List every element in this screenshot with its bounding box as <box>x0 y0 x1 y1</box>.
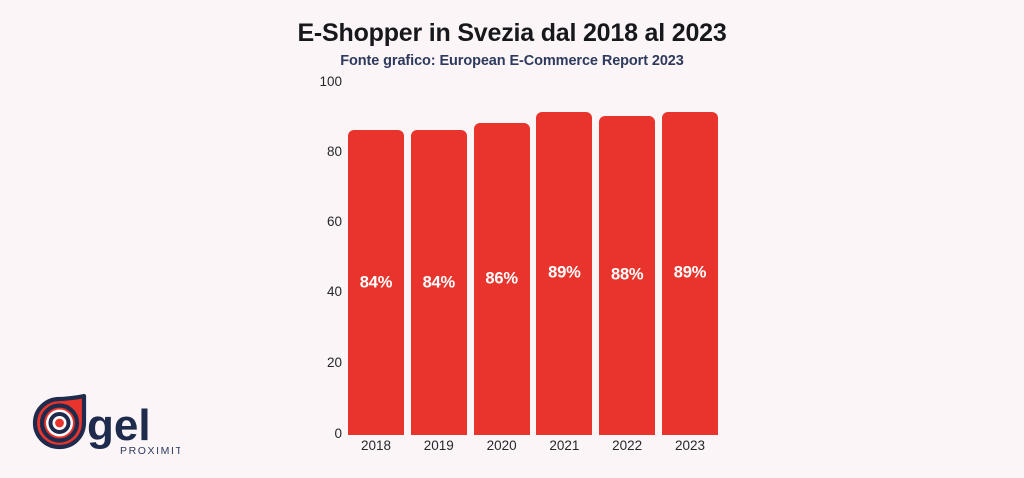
bar-column: 89% <box>536 72 593 435</box>
chart-title-block: E-Shopper in Svezia dal 2018 al 2023 Fon… <box>0 18 1024 71</box>
page-title: E-Shopper in Svezia dal 2018 al 2023 <box>297 19 727 47</box>
bar-chart: 100 80 60 40 20 0 84% 84% 86% <box>306 72 726 462</box>
x-axis-tick: 2019 <box>423 438 454 453</box>
bar-series: 84% 84% 86% 89% 88% <box>348 72 718 435</box>
x-axis-tick: 2018 <box>360 438 392 453</box>
bar-value-label: 86% <box>485 269 518 288</box>
logo-wordmark: gel <box>87 401 151 450</box>
x-axis: 2018 2019 2020 2021 2022 2023 <box>348 438 718 454</box>
bar-column: 89% <box>661 72 718 435</box>
y-axis-tick: 40 <box>326 284 342 299</box>
bar[interactable]: 89% <box>536 111 593 435</box>
bar-column: 84% <box>410 72 467 435</box>
y-axis-tick: 100 <box>319 74 342 89</box>
bar[interactable]: 84% <box>348 130 404 435</box>
y-axis-tick: 60 <box>326 214 342 229</box>
bar[interactable]: 88% <box>599 115 656 435</box>
chart-subtitle: Fonte grafico: European E-Commerce Repor… <box>340 53 684 69</box>
x-axis-tick: 2022 <box>612 438 643 453</box>
y-axis-tick: 0 <box>334 426 342 441</box>
x-axis-tick: 2020 <box>486 438 517 453</box>
bar-value-label: 89% <box>548 263 581 282</box>
bar-column: 86% <box>473 72 530 435</box>
plot-area: 84% 84% 86% 89% 88% <box>348 72 718 435</box>
x-axis-tick: 2023 <box>674 438 705 453</box>
bar-column: 88% <box>599 72 656 435</box>
bar[interactable]: 89% <box>661 111 718 435</box>
logo-tagline: PROXIMITY <box>120 445 180 457</box>
bar[interactable]: 86% <box>473 122 530 435</box>
x-axis-tick: 2021 <box>549 438 580 453</box>
y-axis-tick: 80 <box>326 144 342 159</box>
bar-value-label: 84% <box>422 273 456 292</box>
bar[interactable]: 84% <box>410 130 467 435</box>
y-axis-tick: 20 <box>326 355 342 370</box>
bar-value-label: 84% <box>359 273 393 292</box>
y-axis: 100 80 60 40 20 0 <box>306 72 342 441</box>
bar-value-label: 88% <box>610 265 644 284</box>
bar-column: 84% <box>348 72 404 435</box>
teardrop-target-icon <box>32 393 87 450</box>
brand-logo: gel PROXIMITY <box>30 392 180 464</box>
bar-value-label: 89% <box>673 263 707 282</box>
